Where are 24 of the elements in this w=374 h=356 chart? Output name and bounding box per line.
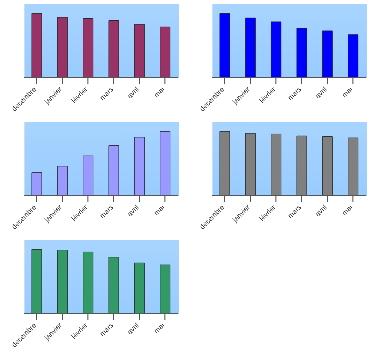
bar xyxy=(271,22,282,78)
bar xyxy=(160,264,171,314)
bar xyxy=(220,13,230,78)
bar xyxy=(32,172,42,196)
bar xyxy=(83,156,94,196)
bar xyxy=(160,131,171,196)
bar xyxy=(108,257,120,314)
bar xyxy=(57,250,68,314)
bar xyxy=(348,34,359,78)
bar xyxy=(322,30,333,78)
bar xyxy=(108,146,120,196)
bar xyxy=(57,166,68,196)
bar xyxy=(108,20,120,78)
bar xyxy=(160,26,171,78)
bar xyxy=(83,18,94,78)
bar xyxy=(134,137,145,196)
bar xyxy=(83,252,94,314)
bar xyxy=(32,249,42,314)
bar xyxy=(32,13,42,78)
bar xyxy=(134,24,145,78)
bar xyxy=(57,17,68,78)
bar xyxy=(245,18,256,78)
bar xyxy=(134,262,145,314)
bar xyxy=(296,28,308,78)
